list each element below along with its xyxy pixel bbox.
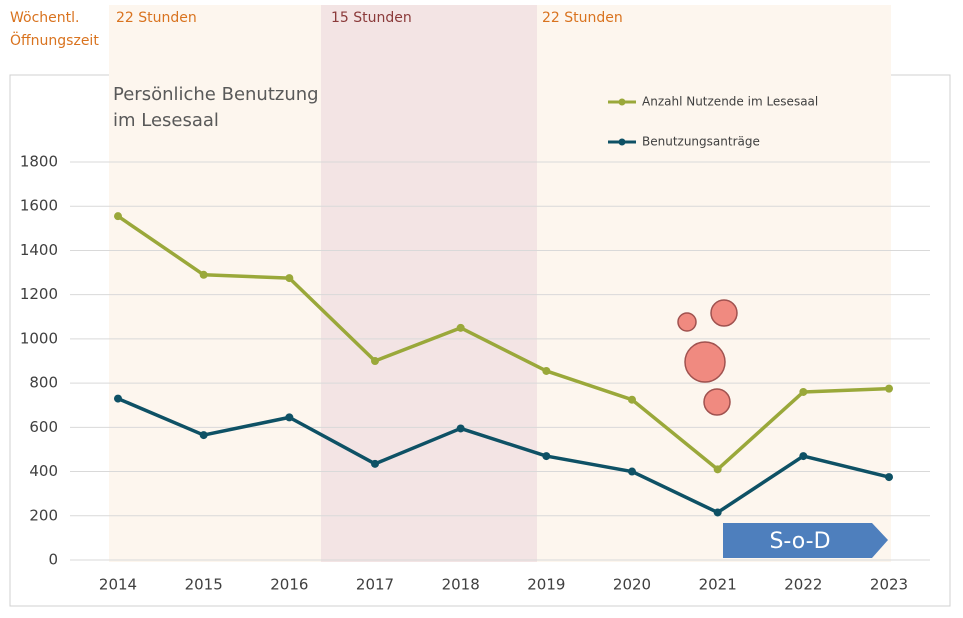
data-point [542,366,551,375]
x-tick-label: 2020 [613,576,651,594]
data-point [114,212,122,221]
x-tick-label: 2016 [270,576,308,594]
x-tick-label: 2014 [99,576,137,594]
legend-swatch [618,138,626,146]
data-point [285,274,294,283]
data-point [456,424,465,433]
series-line [117,214,890,472]
legend-entry: Benutzungsanträge [642,135,760,149]
y-tick-label: 400 [29,462,58,480]
opening-hours-label: Öffnungszeit [10,31,99,49]
data-point [199,270,208,279]
data-point [713,465,722,474]
y-tick-label: 600 [29,418,58,436]
annotation: im Lesesaal [113,110,219,131]
virus-icon [684,341,726,383]
y-tick-label: 1400 [20,241,58,259]
data-point [199,431,208,440]
badge: S-o-D [769,529,830,554]
x-tick-label: 2018 [442,576,480,594]
band-label: 22 Stunden [116,10,197,26]
y-tick-label: 1800 [20,153,58,171]
data-point [542,452,551,461]
data-point [713,508,722,517]
band-bg [537,5,891,562]
x-tick-label: 2021 [699,576,737,594]
x-tick-label: 2015 [185,576,223,594]
x-tick-label: 2023 [870,576,908,594]
data-point [628,395,636,404]
virus-icon [710,299,738,327]
data-point [114,394,122,403]
y-tick-label: 1600 [20,197,58,215]
data-point [628,467,636,476]
badge-arrow [723,523,888,558]
legend-entry: Anzahl Nutzende im Lesesaal [642,95,818,109]
band-bg [109,5,321,562]
y-tick-label: 0 [48,551,58,569]
virus-icons [677,299,738,416]
data-point [285,413,294,422]
grid [70,161,930,561]
data-point [371,459,379,468]
y-tick-label: 200 [29,506,58,524]
opening-hours-label: Wöchentl. [10,10,79,26]
data-point [885,473,893,482]
band-bg [321,5,537,562]
annotation: Persönliche Benutzung [113,84,319,105]
y-tick-label: 800 [29,374,58,392]
data-point [371,357,379,365]
y-tick-label: 1000 [20,329,58,347]
data-point [885,384,893,393]
virus-icon [703,388,731,416]
data-point [799,452,808,461]
data-point [799,387,808,396]
series-line [117,396,890,515]
x-tick-label: 2019 [527,576,565,594]
y-tick-label: 1200 [20,285,58,303]
data-point [456,323,465,332]
band-label: 15 Stunden [331,10,412,26]
x-tick-label: 2022 [784,576,822,594]
legend-swatch [618,98,626,106]
virus-icon [677,312,697,332]
band-label: 22 Stunden [542,10,623,26]
x-tick-label: 2017 [356,576,394,594]
